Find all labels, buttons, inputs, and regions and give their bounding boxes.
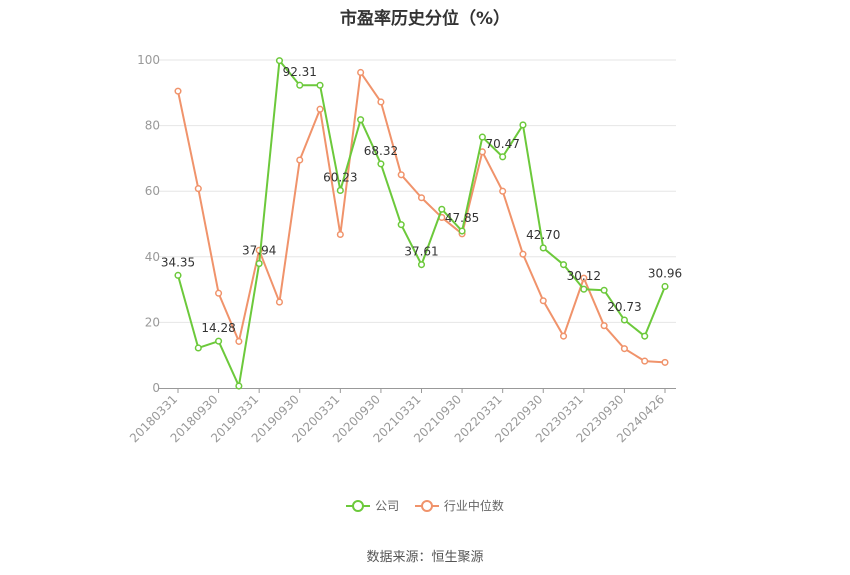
legend: 公司 行业中位数 [0,497,850,516]
data-point-company [539,244,547,252]
data-point-industry-median [499,187,507,195]
data-point-industry-median [377,98,385,106]
data-point-industry-median [357,68,365,77]
data-label-company: 60.23 [323,170,357,184]
data-point-company [215,337,223,345]
data-label-company: 70.47 [485,137,519,151]
y-tick-label: 0 [152,381,160,395]
data-source-note: 数据来源：恒生聚源 [366,550,484,565]
data-point-company [499,153,507,161]
data-point-industry-median [417,194,426,202]
data-point-company [235,382,243,390]
data-point-industry-median [539,297,547,305]
legend-label-company: 公司 [375,499,400,513]
data-label-company: 37.94 [242,244,276,258]
legend-item-industry-median[interactable]: 行业中位数 [414,497,504,514]
y-tick-label: 100 [137,53,160,67]
data-point-industry-median [620,345,628,353]
y-tick-label: 80 [145,119,160,133]
y-tick-label: 40 [145,250,160,264]
data-label-company: 42.70 [526,228,560,242]
data-point-industry-median [174,87,182,95]
y-tick-label: 20 [145,315,160,329]
data-point-company [316,81,324,89]
data-point-company [336,186,344,194]
data-point-company [377,160,385,168]
data-point-industry-median [235,337,243,345]
data-point-company [600,286,608,294]
data-point-industry-median [296,156,304,164]
data-point-company [296,81,304,89]
data-label-company: 37.61 [404,245,438,259]
data-label-company: 14.28 [201,321,235,335]
data-point-industry-median [397,171,405,179]
data-point-company [194,344,202,352]
data-point-company [357,116,365,124]
data-label-company: 68.32 [364,144,398,158]
data-label-company: 20.73 [607,300,641,314]
data-point-company [458,227,466,235]
data-label-company: 30.12 [567,269,601,283]
data-point-company [661,282,669,291]
data-point-industry-median [600,322,608,330]
data-point-industry-median [194,185,202,193]
data-point-industry-median [215,289,223,297]
data-point-company [580,285,588,293]
data-point-industry-median [661,358,669,366]
data-point-company [641,332,649,340]
data-point-industry-median [336,230,344,239]
data-point-industry-median [580,274,588,282]
legend-label-industry-median: 行业中位数 [443,499,504,513]
data-point-company [438,205,446,213]
data-point-industry-median [316,105,324,113]
data-point-industry-median [641,357,649,365]
data-point-industry-median [519,250,527,258]
data-point-company [478,133,486,141]
data-point-company [397,221,405,229]
data-point-company [559,261,568,269]
legend-swatch-company [346,499,371,513]
y-tick-label: 60 [145,184,160,198]
data-point-company [275,57,284,65]
data-point-company [620,316,628,324]
data-point-company [417,261,426,269]
data-label-company: 92.31 [283,65,317,79]
series-line-industry-median [177,71,666,364]
chart-title: 市盈率历史分位（%） [339,9,511,29]
data-point-company [174,271,182,279]
data-label-company: 34.35 [161,255,195,269]
legend-item-company[interactable]: 公司 [346,497,399,514]
data-point-company [255,260,263,268]
data-label-company: 30.96 [648,266,682,280]
series-line-company [177,59,666,388]
data-point-industry-median [559,332,568,340]
legend-swatch-industry-median [414,499,439,513]
data-point-industry-median [275,298,284,306]
data-point-company [519,121,527,129]
data-label-company: 47.85 [445,211,479,225]
